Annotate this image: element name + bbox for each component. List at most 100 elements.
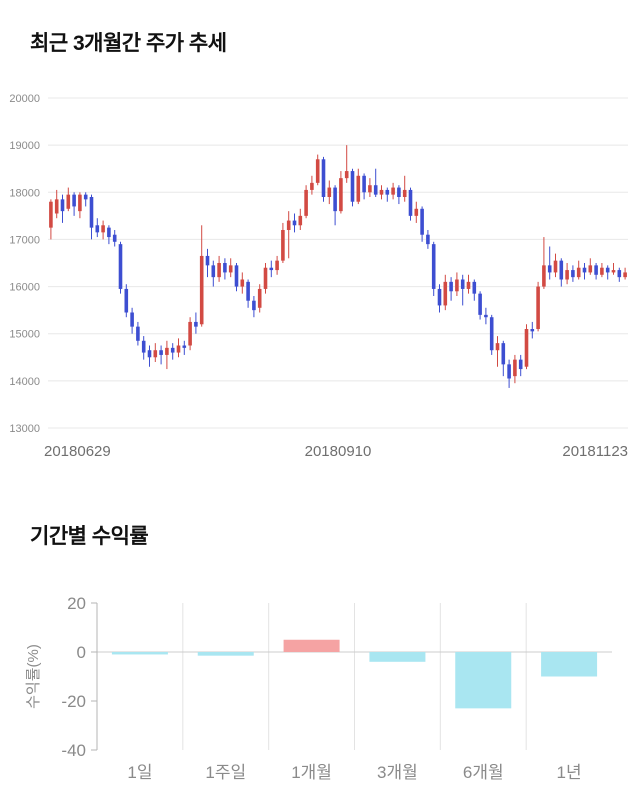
x-category-label: 3개월 (377, 763, 418, 782)
y-tick-label: 20000 (9, 93, 40, 105)
candle (559, 258, 564, 287)
returns-chart-title: 기간별 수익률 (30, 525, 149, 548)
candle (536, 281, 540, 332)
candle (101, 220, 105, 240)
x-tick-label: 20181123 (562, 443, 628, 460)
candle (188, 317, 192, 351)
candle (617, 267, 622, 282)
candle (582, 263, 587, 280)
candle (489, 314, 494, 355)
candle (275, 255, 279, 275)
candle (136, 321, 140, 346)
price-chart-title: 최근 3개월간 주가 추세 (30, 32, 227, 55)
candle (530, 321, 535, 339)
candle (49, 199, 53, 240)
candle (269, 260, 274, 278)
candle (472, 279, 477, 301)
x-tick-label: 20180910 (305, 443, 372, 460)
candle (385, 187, 390, 202)
candle (495, 336, 500, 367)
y-tick-label: 14000 (9, 376, 40, 388)
candle (72, 192, 76, 216)
candle (165, 340, 169, 370)
candle (594, 263, 598, 280)
candle (507, 359, 511, 388)
x-category-label: 6개월 (463, 763, 504, 782)
candle (60, 194, 65, 223)
candle (600, 263, 604, 278)
bar (541, 652, 598, 677)
x-category-label: 1년 (557, 763, 582, 782)
candle (344, 145, 349, 183)
candle (234, 263, 239, 292)
y-tick-label: 0 (77, 643, 86, 662)
x-category-label: 1주일 (205, 763, 246, 782)
candlestick-chart: 20000 19000 18000 17000 16000 15000 14000 13000… (9, 93, 628, 460)
bar (197, 652, 254, 656)
candle (199, 225, 204, 327)
candle (194, 312, 198, 334)
candle (298, 208, 303, 230)
candle (107, 225, 111, 245)
candle (321, 156, 326, 202)
candle (83, 192, 88, 207)
y-tick-label: -40 (61, 741, 86, 760)
candle (518, 354, 523, 377)
candle (356, 168, 361, 205)
bar (283, 639, 340, 652)
candle (304, 185, 308, 219)
candle (553, 253, 558, 278)
candle (420, 206, 424, 242)
candle (153, 343, 158, 362)
bar (111, 652, 168, 655)
candle (362, 173, 366, 200)
candle (484, 307, 488, 325)
candle (130, 307, 134, 334)
y-tick-label: 18000 (9, 187, 40, 199)
candle (437, 284, 442, 313)
candle (588, 258, 593, 275)
bar (455, 652, 512, 709)
candle (547, 246, 552, 280)
candle (339, 171, 343, 214)
candle (95, 218, 100, 238)
candle (89, 194, 94, 240)
candle (228, 258, 233, 278)
candle (170, 343, 175, 360)
candle (286, 211, 291, 259)
x-category-label: 1일 (127, 763, 152, 782)
y-axis-title: 수익률(%) (25, 644, 42, 709)
candle (66, 187, 71, 212)
y-tick-label: 13000 (9, 423, 40, 435)
y-tick-label: 15000 (9, 329, 40, 341)
x-tick-label: 20180629 (44, 443, 111, 460)
candle (501, 340, 506, 377)
candle (466, 274, 471, 294)
candle (159, 345, 163, 365)
candle (379, 185, 384, 200)
candle (408, 187, 413, 221)
candle (112, 230, 117, 247)
candle (565, 263, 569, 285)
candle (211, 260, 216, 287)
candle (368, 178, 372, 197)
candle (141, 336, 146, 360)
candle (217, 255, 221, 282)
returns-bar-chart: 20 0 -20 -40 1일 1주일 1개월 3개월 6개월 1년 수익률(%) (25, 594, 612, 782)
candle (443, 274, 448, 311)
candle (182, 340, 187, 355)
x-category-label: 1개월 (291, 763, 332, 782)
candle (350, 168, 355, 207)
candle (397, 185, 401, 205)
y-tick-label: 19000 (9, 140, 40, 152)
candle (205, 248, 210, 278)
candle (605, 265, 610, 280)
candle (281, 222, 285, 263)
candle (571, 265, 575, 282)
candle (257, 284, 262, 313)
bar (369, 652, 426, 662)
y-tick-label: 20 (67, 594, 86, 613)
candle (513, 354, 517, 384)
candle (333, 185, 337, 226)
